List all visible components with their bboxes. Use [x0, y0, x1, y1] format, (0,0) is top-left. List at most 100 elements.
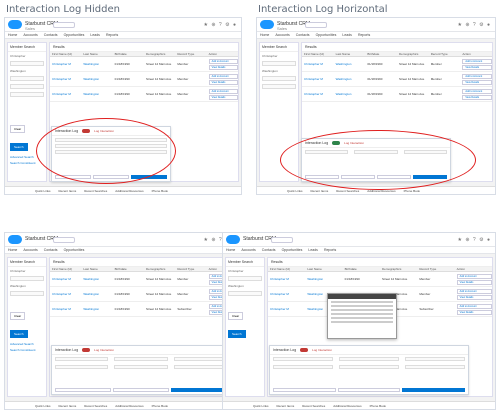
- footer-item[interactable]: Recent Items: [58, 404, 77, 408]
- clear-button[interactable]: Clear: [10, 125, 26, 133]
- interaction-log-toggle[interactable]: [300, 348, 309, 352]
- nav-item[interactable]: Home: [8, 248, 18, 252]
- search-button[interactable]: Search: [228, 330, 246, 338]
- row-last-link[interactable]: Washington: [307, 307, 324, 311]
- footer-item[interactable]: Phone Book: [151, 189, 168, 193]
- col-header[interactable]: Record Type: [430, 52, 448, 56]
- footer-item[interactable]: Quick Links: [253, 404, 269, 408]
- row-last-link[interactable]: Washington: [335, 77, 352, 81]
- log-field[interactable]: [273, 357, 333, 361]
- col-header[interactable]: First Name (Id): [270, 267, 291, 271]
- row-last-link[interactable]: Washington: [83, 92, 100, 96]
- footer-item[interactable]: Additional Resources: [115, 404, 144, 408]
- view-button[interactable]: View Details: [208, 79, 238, 85]
- nav-item[interactable]: Reports: [105, 33, 119, 37]
- nav-item[interactable]: Opportunities: [63, 248, 85, 252]
- view-button[interactable]: View Details: [208, 94, 238, 100]
- row-last-link[interactable]: Washington: [83, 277, 100, 281]
- nav-item[interactable]: Leads: [308, 248, 318, 252]
- log-field[interactable]: [405, 365, 465, 369]
- col-header[interactable]: Birthdate: [367, 52, 380, 56]
- col-header[interactable]: Last Name: [83, 52, 98, 56]
- row-first-link[interactable]: Christopher M: [270, 307, 289, 311]
- col-header[interactable]: Action: [208, 267, 217, 271]
- row-first-link[interactable]: Christopher M: [52, 307, 71, 311]
- col-header[interactable]: Demographics: [145, 52, 166, 56]
- col-header[interactable]: Demographics: [145, 267, 166, 271]
- col-header[interactable]: Birthdate: [114, 267, 127, 271]
- advanced-search-link[interactable]: Advanced Search: [10, 155, 34, 159]
- footer-item[interactable]: Quick Links: [287, 189, 303, 193]
- add-button[interactable]: Add to Account: [208, 73, 238, 79]
- log-field[interactable]: [339, 365, 399, 369]
- row-first-link[interactable]: Christopher M: [304, 77, 323, 81]
- nav-item[interactable]: Reports: [323, 248, 337, 252]
- nav-item[interactable]: Accounts: [23, 248, 38, 252]
- last-name-field[interactable]: [10, 291, 44, 296]
- log-field[interactable]: [405, 357, 465, 361]
- row-first-link[interactable]: Christopher M: [270, 292, 289, 296]
- nav-item[interactable]: Accounts: [275, 33, 290, 37]
- log-button[interactable]: [55, 388, 111, 392]
- col-header[interactable]: Action: [208, 52, 217, 56]
- last-name-field[interactable]: [228, 291, 262, 296]
- interaction-log-toggle[interactable]: [82, 348, 91, 352]
- footer-item[interactable]: Additional Resources: [115, 189, 144, 193]
- nav-item[interactable]: Home: [260, 33, 270, 37]
- footer-item[interactable]: Recent Items: [276, 404, 295, 408]
- row-last-link[interactable]: Washington: [83, 77, 100, 81]
- log-field[interactable]: [114, 365, 168, 369]
- log-field[interactable]: [173, 357, 227, 361]
- footer-item[interactable]: Recent Searches: [336, 189, 360, 193]
- add-button[interactable]: Add to Account: [456, 303, 492, 309]
- row-last-link[interactable]: Washington: [83, 62, 100, 66]
- row-last-link[interactable]: Washington: [307, 292, 324, 296]
- nav-item[interactable]: Contacts: [295, 33, 310, 37]
- nav-item[interactable]: Home: [8, 33, 18, 37]
- log-save-button[interactable]: [171, 388, 227, 392]
- log-field[interactable]: [55, 365, 109, 369]
- col-header[interactable]: Last Name: [307, 267, 322, 271]
- search-constituent-link[interactable]: Search Constituent: [10, 161, 36, 165]
- add-button[interactable]: Add to Account: [462, 58, 493, 64]
- footer-item[interactable]: Recent Searches: [302, 404, 326, 408]
- header-icons[interactable]: ★ ⊕ ? ⚙ ●: [203, 22, 237, 28]
- first-name-field[interactable]: [10, 61, 44, 66]
- view-button[interactable]: View Details: [462, 64, 493, 70]
- col-header[interactable]: Action: [462, 52, 471, 56]
- search-button[interactable]: Search: [10, 330, 28, 338]
- view-button[interactable]: View Details: [456, 309, 492, 315]
- nav-item[interactable]: Accounts: [241, 248, 256, 252]
- footer-item[interactable]: Recent Items: [58, 189, 77, 193]
- log-button[interactable]: [337, 388, 401, 392]
- footer-item[interactable]: Recent Items: [310, 189, 329, 193]
- log-button[interactable]: [113, 388, 169, 392]
- col-header[interactable]: Last Name: [83, 267, 98, 271]
- col-header[interactable]: First Name (Id): [52, 267, 73, 271]
- global-search-input[interactable]: [53, 22, 75, 28]
- view-button[interactable]: View Details: [208, 64, 238, 70]
- row-first-link[interactable]: Christopher M: [52, 277, 71, 281]
- global-search-input[interactable]: [305, 22, 327, 28]
- add-button[interactable]: Add to Account: [456, 273, 492, 279]
- header-icons[interactable]: ★ ⊕ ? ⚙ ●: [457, 237, 491, 243]
- col-header[interactable]: Birthdate: [344, 267, 357, 271]
- dob-field[interactable]: [262, 84, 296, 89]
- view-button[interactable]: View Details: [462, 94, 493, 100]
- log-field[interactable]: [273, 365, 333, 369]
- row-first-link[interactable]: Christopher M: [52, 77, 71, 81]
- log-field[interactable]: [339, 357, 399, 361]
- row-first-link[interactable]: Christopher M: [270, 277, 289, 281]
- log-field[interactable]: [173, 365, 227, 369]
- nav-item[interactable]: Opportunities: [315, 33, 337, 37]
- advanced-search-link[interactable]: Advanced Search: [10, 342, 34, 346]
- log-field[interactable]: [55, 357, 109, 361]
- row-last-link[interactable]: Washington: [307, 277, 324, 281]
- nav-item[interactable]: Reports: [357, 33, 371, 37]
- first-name-field[interactable]: [228, 276, 262, 281]
- row-first-link[interactable]: Christopher M: [52, 62, 71, 66]
- add-button[interactable]: Add to Account: [208, 58, 238, 64]
- nav-item[interactable]: Contacts: [43, 248, 58, 252]
- log-field[interactable]: [114, 357, 168, 361]
- add-button[interactable]: Add to Account: [456, 288, 492, 294]
